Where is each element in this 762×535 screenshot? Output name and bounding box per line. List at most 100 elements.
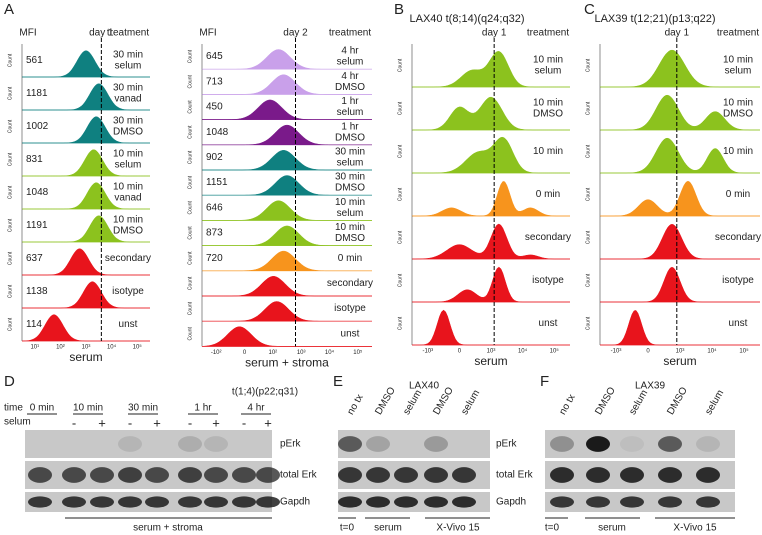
count-label: Count	[397, 144, 403, 158]
blot-band	[452, 467, 476, 483]
group-label: X-Vivo 15	[673, 523, 717, 534]
blot-band	[620, 436, 644, 452]
treatment-label: DMSO	[335, 233, 365, 244]
treatment-label: 0 min	[726, 189, 750, 200]
blot-band	[204, 467, 228, 483]
treatment-label: 10 min	[533, 98, 563, 109]
selum-sign: -	[188, 415, 192, 430]
treatment-label: unst	[729, 318, 748, 329]
mfi-value: 645	[206, 51, 223, 62]
x-axis-label: serum	[474, 354, 507, 368]
day-label: day 1	[482, 28, 507, 39]
treatment-label: 10 min	[113, 215, 143, 226]
count-label: Count	[187, 301, 193, 315]
day-label: day 1	[665, 28, 690, 39]
blot-band	[118, 436, 142, 452]
x-tick-label: 10¹	[30, 345, 39, 351]
lane-label: selum	[459, 388, 482, 417]
x-axis-label: serum	[663, 354, 696, 368]
time-value: 4 hr	[247, 403, 265, 414]
treatment-label: selum	[337, 57, 364, 68]
group-label: serum + stroma	[133, 523, 203, 534]
count-label: Count	[7, 251, 13, 265]
treatment-label: 4 hr	[341, 71, 359, 82]
blot-band	[62, 496, 86, 508]
lane-label: DMSO	[373, 385, 398, 417]
treatment-label: 10 min	[113, 182, 143, 193]
panel-letter: E	[333, 373, 343, 390]
count-label: Count	[187, 49, 193, 63]
mfi-value: 1048	[206, 127, 229, 138]
time-label: time	[4, 403, 23, 414]
treatment-label: secondary	[525, 232, 571, 243]
x-tick-label: 0	[646, 349, 650, 355]
blot-band	[424, 496, 448, 508]
treatment-label: DMSO	[723, 109, 753, 120]
treatment-label: 10 min	[723, 98, 753, 109]
treatment-label: secondary	[327, 278, 373, 289]
lane-label: selum	[703, 388, 726, 417]
panel-letter: C	[584, 1, 595, 18]
blot-band	[696, 496, 720, 508]
treatment-label: 10 min	[723, 146, 753, 157]
count-label: Count	[397, 230, 403, 244]
group-label: serum	[598, 523, 626, 534]
treatment-label: 30 min	[113, 116, 143, 127]
blot-band	[394, 496, 418, 508]
blot-band	[145, 496, 169, 508]
blot-band	[366, 496, 390, 508]
mfi-value: 450	[206, 102, 223, 113]
blot-band	[90, 496, 114, 508]
x-tick-label: 10⁴	[707, 348, 717, 355]
histogram	[412, 223, 570, 260]
treatment-label: unst	[119, 319, 138, 330]
lane-label: selum	[401, 388, 424, 417]
blot-band	[550, 436, 574, 452]
selum-sign: +	[98, 415, 106, 430]
panel-letter: B	[394, 1, 404, 18]
blot-band	[696, 436, 720, 452]
selum-sign: -	[242, 415, 246, 430]
mfi-value: 561	[26, 55, 43, 66]
selum-sign: +	[212, 415, 220, 430]
treatment-label: 30 min	[335, 172, 365, 183]
count-label: Count	[585, 144, 591, 158]
blot-band	[658, 436, 682, 452]
blot-band	[145, 467, 169, 483]
count-label: Count	[187, 276, 193, 290]
treatment-label: DMSO	[335, 183, 365, 194]
mfi-value: 1151	[206, 177, 228, 188]
treatment-label: isotype	[112, 286, 144, 297]
x-tick-label: 0	[243, 350, 247, 356]
selum-sign: +	[264, 415, 272, 430]
treatment-label: 0 min	[536, 189, 560, 200]
treatment-label: 10 min	[113, 149, 143, 160]
count-label: Count	[187, 150, 193, 164]
mfi-value: 646	[206, 202, 223, 213]
count-label: Count	[7, 317, 13, 331]
count-label: Count	[187, 327, 193, 341]
blot-strip	[545, 430, 735, 458]
mfi-value: 1181	[26, 88, 48, 99]
treatment-label: 30 min	[113, 83, 143, 94]
blot-band	[424, 436, 448, 452]
x-tick-label: -10³	[611, 349, 622, 355]
treatment-label: DMSO	[533, 109, 563, 120]
treatment-label: 0 min	[338, 253, 362, 264]
blot-band	[620, 467, 644, 483]
x-axis-label: serum + stroma	[245, 356, 329, 370]
x-tick-label: 10³	[487, 349, 496, 355]
selum-label: selum	[4, 417, 31, 428]
count-label: Count	[7, 218, 13, 232]
panel-title: t(1;4)(p22;q31)	[232, 387, 298, 398]
treatment-label: 1 hr	[341, 121, 359, 132]
treatment-label: selum	[115, 160, 142, 171]
mfi-value: 720	[206, 253, 223, 264]
blot-band	[118, 467, 142, 483]
blot-band	[394, 467, 418, 483]
count-label: Count	[187, 226, 193, 240]
lane-label: DMSO	[593, 385, 618, 417]
treatment-label: 30 min	[335, 147, 365, 158]
treatment-label: DMSO	[335, 82, 365, 93]
mfi-value: 1138	[26, 286, 48, 297]
